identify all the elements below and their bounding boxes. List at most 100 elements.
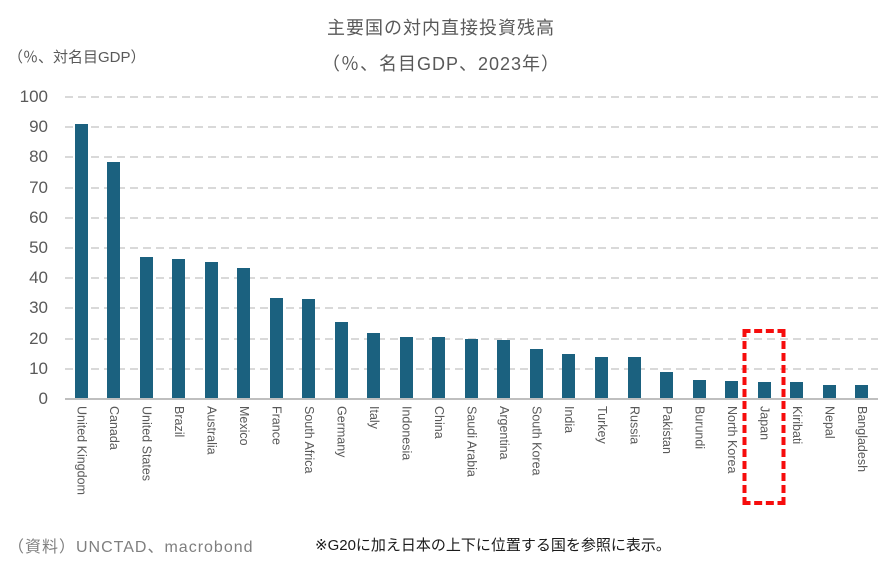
x-label-france: France <box>269 406 284 445</box>
bar-brazil <box>172 258 186 399</box>
bar-kiribati <box>790 382 804 399</box>
y-tick-label-20: 20 <box>29 328 48 348</box>
x-label-north-korea: North Korea <box>724 406 739 474</box>
bar-russia <box>627 356 641 399</box>
x-label-burundi: Burundi <box>692 406 707 450</box>
bar-mexico <box>237 267 251 399</box>
gridline-30 <box>65 307 878 310</box>
bar-slot-japan: Japan <box>742 97 786 505</box>
y-tick-label-90: 90 <box>29 117 48 137</box>
bar-slot-burundi: Burundi <box>683 97 716 449</box>
x-label-russia: Russia <box>627 406 642 445</box>
y-tick-label-30: 30 <box>29 298 48 318</box>
y-tick-label-0: 0 <box>38 389 48 408</box>
bar-india <box>562 353 576 399</box>
y-tick-label-10: 10 <box>29 358 48 378</box>
x-label-united-states: United States <box>139 406 154 482</box>
bar-slot-china: China <box>423 97 456 439</box>
x-label-australia: Australia <box>204 406 219 455</box>
x-label-pakistan: Pakistan <box>659 406 674 454</box>
gridline-90 <box>65 126 878 129</box>
x-label-saudi-arabia: Saudi Arabia <box>464 406 479 477</box>
bar-germany <box>334 322 348 399</box>
bar-slot-indonesia: Indonesia <box>390 97 423 460</box>
bar-slot-russia: Russia <box>618 97 651 444</box>
x-label-japan: Japan <box>757 406 772 441</box>
bar-slot-france: France <box>260 97 293 445</box>
y-tick-label-80: 80 <box>29 147 48 167</box>
source-note: （資料）UNCTAD、macrobond <box>8 539 254 556</box>
bar-china <box>432 337 446 399</box>
bar-japan <box>757 382 771 399</box>
gridline-50 <box>65 247 878 249</box>
x-label-germany: Germany <box>334 406 349 458</box>
x-label-mexico: Mexico <box>237 406 252 446</box>
bar-canada <box>107 161 121 399</box>
bar-indonesia <box>399 337 413 399</box>
bar-slot-north-korea: North Korea <box>715 97 748 473</box>
bar-south-africa <box>302 299 316 399</box>
bar-slot-argentina: Argentina <box>488 97 521 460</box>
x-label-nepal: Nepal <box>822 406 837 439</box>
x-label-china: China <box>432 406 447 439</box>
bar-turkey <box>595 356 608 399</box>
bar-slot-south-africa: South Africa <box>293 97 326 473</box>
gridline-100 <box>65 96 878 98</box>
x-label-indonesia: Indonesia <box>399 406 414 461</box>
x-label-kiribati: Kiribati <box>789 406 804 445</box>
bar-slot-united-states: United States <box>130 97 163 481</box>
bar-slot-turkey: Turkey <box>585 97 618 444</box>
gridline-60 <box>65 216 878 219</box>
bar-slot-saudi-arabia: Saudi Arabia <box>455 97 488 477</box>
x-label-turkey: Turkey <box>594 406 609 444</box>
x-label-bangladesh: Bangladesh <box>854 406 869 473</box>
bar-north-korea <box>725 380 739 399</box>
x-label-brazil: Brazil <box>172 406 187 438</box>
bar-pakistan <box>660 371 674 399</box>
bar-bangladesh <box>855 385 869 399</box>
y-axis-tick-labels: 0 10 20 30 40 50 60 70 80 90 100 <box>0 87 58 408</box>
bar-south-korea <box>529 349 543 399</box>
bar-slot-bangladesh: Bangladesh <box>845 97 878 472</box>
bar-italy <box>367 332 381 399</box>
bar-argentina <box>497 340 511 399</box>
bar-slot-kiribati: Kiribati <box>780 97 813 444</box>
bar-united-kingdom <box>74 124 88 399</box>
x-label-italy: Italy <box>367 406 382 429</box>
bar-slot-canada: Canada <box>98 97 131 450</box>
bar-slot-mexico: Mexico <box>228 97 261 446</box>
bar-burundi <box>692 379 706 399</box>
bar-slot-australia: Australia <box>195 97 228 455</box>
bar-slot-united-kingdom: United Kingdom <box>65 97 98 495</box>
bar-slot-italy: Italy <box>358 97 391 429</box>
x-label-south-africa: South Africa <box>302 406 317 474</box>
bar-slot-south-korea: South Korea <box>520 97 553 476</box>
bar-nepal <box>822 385 836 399</box>
bar-slot-pakistan: Pakistan <box>650 97 683 454</box>
plot-area: United Kingdom Canada United States Brazil A… <box>65 96 878 505</box>
bar-france <box>269 297 283 399</box>
bar-australia <box>204 261 218 399</box>
x-label-argentina: Argentina <box>497 406 512 460</box>
y-tick-label-60: 60 <box>29 207 48 227</box>
x-label-south-korea: South Korea <box>529 406 544 476</box>
chart-title: 主要国の対内直接投資残高 <box>327 18 555 38</box>
bar-slot-nepal: Nepal <box>813 97 846 439</box>
highlight-box-japan <box>742 329 786 505</box>
bar-saudi-arabia <box>464 338 478 399</box>
y-tick-label-100: 100 <box>19 87 48 106</box>
reference-note: ※G20に加え日本の上下に位置する国を参照に表示。 <box>315 537 671 554</box>
bar-slot-germany: Germany <box>325 97 358 457</box>
gridline-80 <box>65 156 878 159</box>
x-label-canada: Canada <box>107 406 122 450</box>
x-axis-line <box>65 398 878 400</box>
gridline-40 <box>65 277 878 280</box>
y-axis-unit-label: （％、対名目GDP） <box>8 49 146 66</box>
y-tick-label-70: 70 <box>29 177 48 197</box>
chart-subtitle: （％、名目GDP、2023年） <box>321 54 561 74</box>
bars-area: United Kingdom Canada United States Brazil A… <box>65 97 878 505</box>
bar-slot-brazil: Brazil <box>163 97 196 437</box>
gridline-70 <box>65 186 878 189</box>
x-label-united-kingdom: United Kingdom <box>74 406 89 495</box>
